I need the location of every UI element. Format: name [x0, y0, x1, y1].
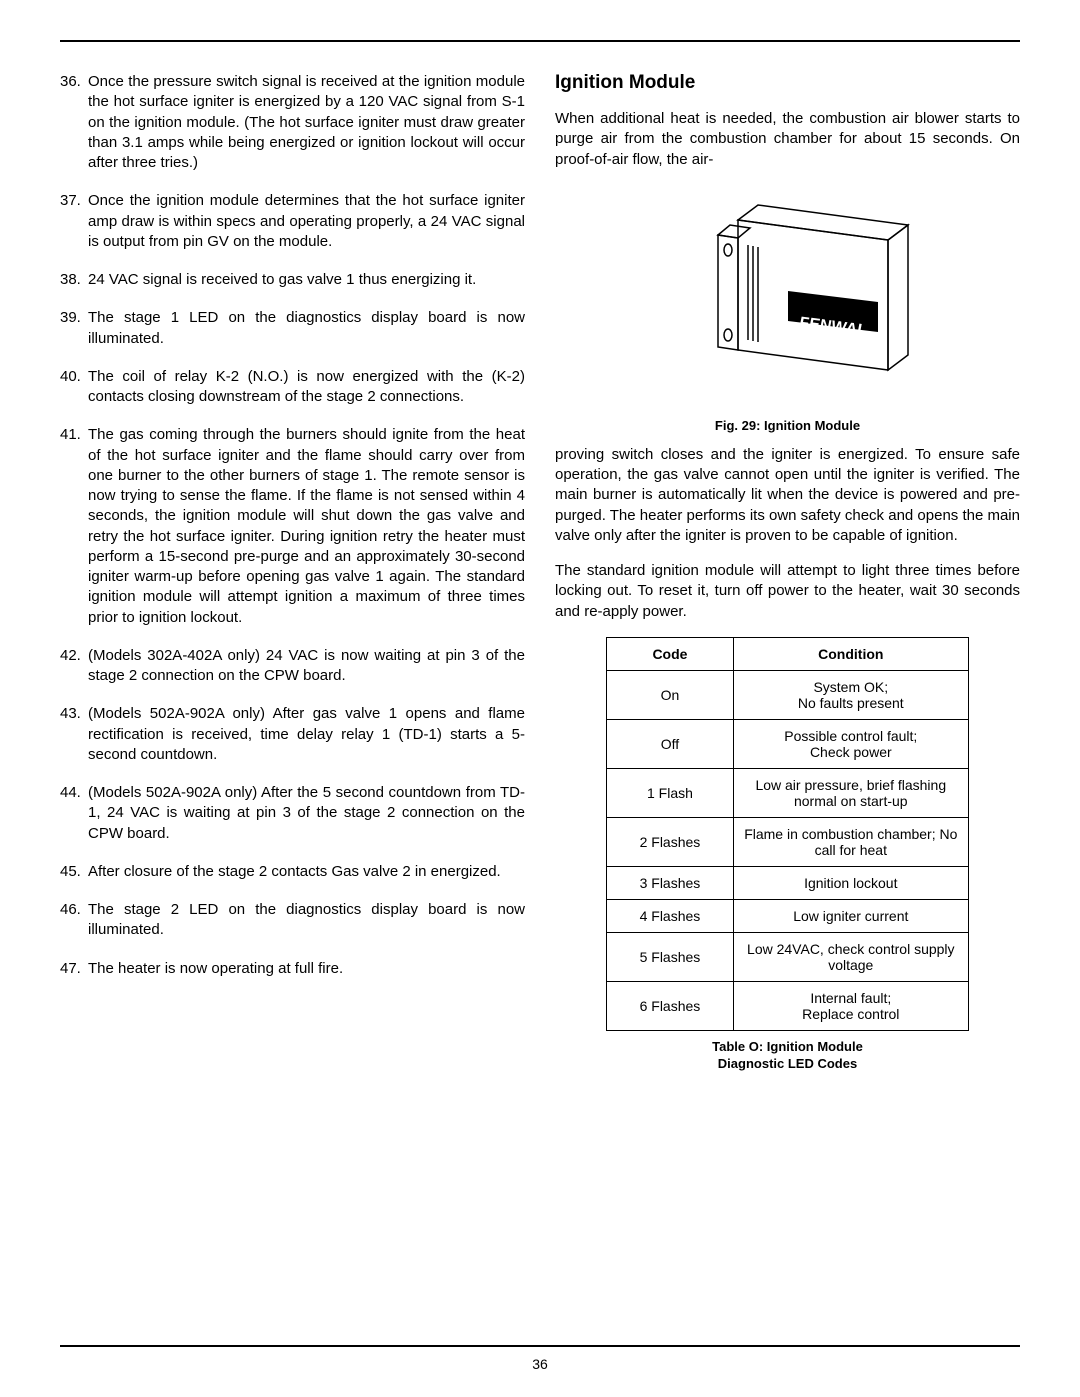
list-item-number: 44. — [60, 783, 88, 844]
list-item-text: Once the pressure switch signal is recei… — [88, 72, 525, 173]
table-cell-code: On — [607, 670, 734, 719]
table-cell-code: Off — [607, 719, 734, 768]
list-item-text: The heater is now operating at full fire… — [88, 959, 525, 979]
list-item: 42.(Models 302A-402A only) 24 VAC is now… — [60, 646, 525, 687]
table-header-row: Code Condition — [607, 637, 969, 670]
list-item-number: 36. — [60, 72, 88, 173]
list-item: 36.Once the pressure switch signal is re… — [60, 72, 525, 173]
list-item-text: (Models 302A-402A only) 24 VAC is now wa… — [88, 646, 525, 687]
list-item: 40.The coil of relay K-2 (N.O.) is now e… — [60, 367, 525, 408]
right-column: Ignition Module When additional heat is … — [555, 72, 1020, 1073]
list-item: 37.Once the ignition module determines t… — [60, 191, 525, 252]
table-row: 5 FlashesLow 24VAC, check control supply… — [607, 932, 969, 981]
table-cell-condition: Possible control fault;Check power — [733, 719, 968, 768]
page-number: 36 — [0, 1356, 1080, 1372]
list-item-text: (Models 502A-902A only) After gas valve … — [88, 704, 525, 765]
list-item-text: The coil of relay K-2 (N.O.) is now ener… — [88, 367, 525, 408]
content-area: 36.Once the pressure switch signal is re… — [60, 72, 1020, 1073]
table-row: OffPossible control fault;Check power — [607, 719, 969, 768]
table-cell-code: 4 Flashes — [607, 899, 734, 932]
list-item-number: 40. — [60, 367, 88, 408]
top-rule — [60, 40, 1020, 42]
table-cell-code: 6 Flashes — [607, 981, 734, 1030]
list-item-number: 46. — [60, 900, 88, 941]
list-item-number: 41. — [60, 425, 88, 628]
table-row: 6 FlashesInternal fault;Replace control — [607, 981, 969, 1030]
diagnostic-codes-table: Code Condition OnSystem OK;No faults pre… — [606, 637, 969, 1031]
list-item-text: (Models 502A-902A only) After the 5 seco… — [88, 783, 525, 844]
figure-caption: Fig. 29: Ignition Module — [555, 418, 1020, 433]
table-caption: Table O: Ignition ModuleDiagnostic LED C… — [555, 1039, 1020, 1073]
left-column: 36.Once the pressure switch signal is re… — [60, 72, 525, 1073]
list-item: 38.24 VAC signal is received to gas valv… — [60, 270, 525, 290]
table-row: OnSystem OK;No faults present — [607, 670, 969, 719]
table-row: 3 FlashesIgnition lockout — [607, 866, 969, 899]
table-cell-code: 3 Flashes — [607, 866, 734, 899]
table-row: 1 FlashLow air pressure, brief flashing … — [607, 768, 969, 817]
table-row: 4 FlashesLow igniter current — [607, 899, 969, 932]
list-item-text: The gas coming through the burners shoul… — [88, 425, 525, 628]
list-item: 39.The stage 1 LED on the diagnostics di… — [60, 308, 525, 349]
list-item: 46.The stage 2 LED on the diagnostics di… — [60, 900, 525, 941]
ignition-module-drawing: FENWAL — [658, 190, 918, 410]
list-item-text: The stage 2 LED on the diagnostics displ… — [88, 900, 525, 941]
table-cell-condition: Low igniter current — [733, 899, 968, 932]
list-item-number: 45. — [60, 862, 88, 882]
section-heading: Ignition Module — [555, 72, 1020, 94]
list-item-number: 43. — [60, 704, 88, 765]
list-item: 43.(Models 502A-902A only) After gas val… — [60, 704, 525, 765]
list-item-text: After closure of the stage 2 contacts Ga… — [88, 862, 525, 882]
paragraph-2: proving switch closes and the igniter is… — [555, 445, 1020, 546]
table-cell-code: 5 Flashes — [607, 932, 734, 981]
list-item-text: Once the ignition module determines that… — [88, 191, 525, 252]
figure-29: FENWAL Fig. 29: Ignition Module — [555, 190, 1020, 433]
bottom-rule — [60, 1345, 1020, 1347]
list-item-number: 38. — [60, 270, 88, 290]
table-cell-condition: Low air pressure, brief flashing normal … — [733, 768, 968, 817]
list-item-number: 39. — [60, 308, 88, 349]
table-cell-code: 1 Flash — [607, 768, 734, 817]
paragraph-1: When additional heat is needed, the comb… — [555, 109, 1020, 170]
table-row: 2 FlashesFlame in combustion chamber; No… — [607, 817, 969, 866]
table-cell-condition: Flame in combustion chamber; No call for… — [733, 817, 968, 866]
list-item: 45.After closure of the stage 2 contacts… — [60, 862, 525, 882]
list-item: 47.The heater is now operating at full f… — [60, 959, 525, 979]
list-item: 44.(Models 502A-902A only) After the 5 s… — [60, 783, 525, 844]
table-header-code: Code — [607, 637, 734, 670]
table-cell-condition: Internal fault;Replace control — [733, 981, 968, 1030]
list-item-number: 47. — [60, 959, 88, 979]
table-cell-condition: System OK;No faults present — [733, 670, 968, 719]
table-cell-condition: Low 24VAC, check control supply voltage — [733, 932, 968, 981]
table-cell-code: 2 Flashes — [607, 817, 734, 866]
table-header-condition: Condition — [733, 637, 968, 670]
table-cell-condition: Ignition lockout — [733, 866, 968, 899]
list-item-number: 37. — [60, 191, 88, 252]
paragraph-3: The standard ignition module will attemp… — [555, 561, 1020, 622]
list-item-text: The stage 1 LED on the diagnostics displ… — [88, 308, 525, 349]
list-item-text: 24 VAC signal is received to gas valve 1… — [88, 270, 525, 290]
list-item-number: 42. — [60, 646, 88, 687]
list-item: 41.The gas coming through the burners sh… — [60, 425, 525, 628]
